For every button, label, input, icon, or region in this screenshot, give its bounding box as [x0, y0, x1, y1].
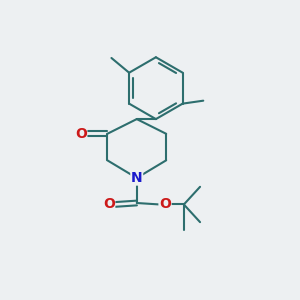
- Text: N: N: [131, 171, 142, 185]
- Text: O: O: [103, 197, 115, 212]
- Text: O: O: [75, 127, 87, 141]
- Text: O: O: [159, 197, 171, 212]
